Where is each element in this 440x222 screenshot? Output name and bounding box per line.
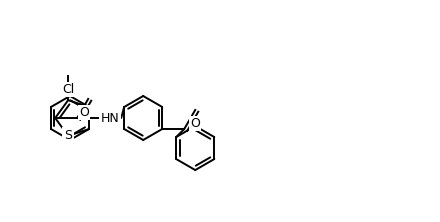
Text: O: O: [191, 117, 200, 130]
Text: S: S: [64, 129, 72, 142]
Text: Cl: Cl: [62, 83, 74, 96]
Text: O: O: [79, 106, 89, 119]
Text: HN: HN: [101, 111, 120, 125]
